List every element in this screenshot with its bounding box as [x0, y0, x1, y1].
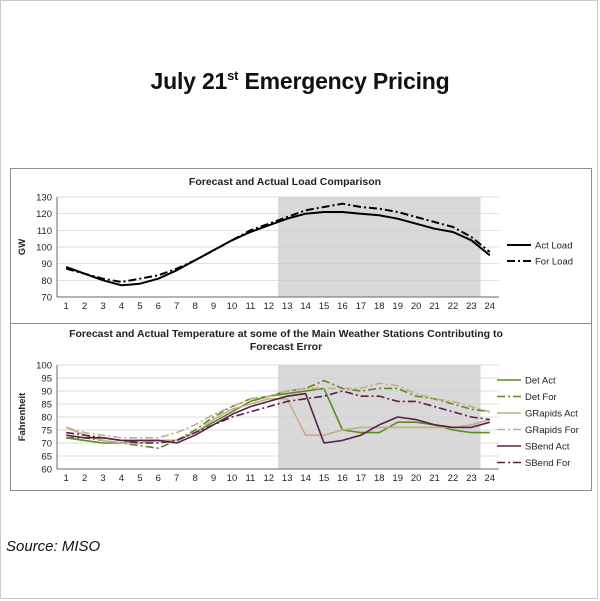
- x-tick-label: 7: [174, 473, 179, 484]
- legend-label: SBend Act: [525, 442, 570, 453]
- x-tick-label: 10: [227, 473, 238, 484]
- legend-label: GRapids For: [525, 425, 579, 436]
- x-tick-label: 13: [282, 301, 293, 312]
- series-line-act-load: [65, 211, 491, 287]
- x-tick-label: 20: [411, 473, 422, 484]
- slide-title: July 21st Emergency Pricing: [0, 68, 600, 95]
- series-line-grapids-for: [65, 382, 491, 439]
- x-tick-label: 11: [245, 301, 255, 312]
- x-tick-label: 22: [448, 301, 459, 312]
- series-line-sbend-act: [66, 392, 491, 444]
- x-tick-label: 14: [300, 301, 311, 312]
- x-tick-label: 16: [337, 301, 348, 312]
- x-tick-label: 3: [100, 473, 105, 484]
- y-tick-label: 90: [41, 387, 52, 398]
- x-tick-label: 23: [466, 473, 477, 484]
- x-tick-label: 16: [337, 473, 348, 484]
- x-tick-label: 6: [156, 473, 161, 484]
- chart-title-line: Forecast and Actual Temperature at some …: [69, 328, 503, 340]
- legend-label: GRapids Act: [525, 409, 578, 420]
- x-tick-label: 19: [392, 473, 403, 484]
- legend-label: SBend For: [525, 458, 570, 469]
- x-tick-label: 6: [156, 301, 161, 312]
- source-note: Source: MISO: [6, 538, 101, 555]
- chart-title: Forecast and Actual Load Comparison: [189, 176, 381, 188]
- x-tick-label: 11: [245, 473, 255, 484]
- series-line-for-load: [65, 202, 491, 283]
- x-tick-label: 15: [319, 301, 330, 312]
- x-tick-label: 21: [429, 473, 440, 484]
- x-tick-label: 5: [137, 301, 142, 312]
- chart-title-line: Forecast Error: [250, 341, 322, 353]
- x-tick-label: 4: [119, 473, 124, 484]
- y-tick-label: 120: [36, 209, 52, 220]
- series-line-sbend-for: [66, 390, 490, 444]
- title-main: July 21: [150, 68, 228, 94]
- load-chart: Forecast and Actual Load Comparison 70 80 9…: [17, 176, 573, 312]
- x-tick-label: 23: [466, 301, 477, 312]
- x-tick-label: 15: [319, 473, 330, 484]
- y-tick-label: 100: [36, 243, 52, 254]
- y-tick-label: 90: [41, 259, 52, 270]
- x-tick-label: 14: [300, 473, 311, 484]
- y-axis-label: GW: [17, 239, 28, 255]
- y-tick-label: 110: [37, 226, 52, 237]
- x-tick-label: 20: [411, 301, 422, 312]
- y-tick-label: 100: [36, 361, 52, 372]
- y-tick-label: 95: [41, 374, 52, 385]
- x-tick-label: 3: [100, 301, 105, 312]
- x-tick-label: 12: [264, 301, 275, 312]
- x-tick-label: 4: [119, 301, 124, 312]
- x-tick-label: 24: [485, 473, 496, 484]
- y-tick-label: 70: [41, 293, 52, 304]
- x-tick-label: 18: [374, 473, 385, 484]
- x-tick-label: 19: [392, 301, 403, 312]
- y-tick-label: 65: [41, 452, 52, 463]
- y-tick-label: 80: [41, 276, 52, 287]
- title-superscript: st: [227, 68, 239, 83]
- x-tick-label: 21: [429, 301, 440, 312]
- x-tick-label: 7: [174, 301, 179, 312]
- x-tick-label: 2: [82, 473, 87, 484]
- temperature-chart: Forecast and Actual Temperature at some …: [17, 328, 579, 484]
- x-tick-label: 22: [448, 473, 459, 484]
- x-tick-label: 17: [356, 301, 367, 312]
- y-tick-label: 70: [41, 439, 52, 450]
- x-tick-label: 17: [356, 473, 367, 484]
- x-tick-label: 2: [82, 301, 87, 312]
- x-tick-label: 18: [374, 301, 385, 312]
- x-tick-label: 1: [64, 473, 69, 484]
- y-tick-label: 85: [41, 400, 52, 411]
- x-tick-label: 10: [227, 301, 238, 312]
- y-tick-label: 60: [41, 465, 52, 476]
- x-tick-label: 9: [211, 473, 216, 484]
- temperature-chart-panel: Forecast and Actual Temperature at some …: [10, 323, 592, 491]
- x-tick-label: 9: [211, 301, 216, 312]
- x-tick-label: 8: [192, 473, 197, 484]
- legend-label: Det For: [525, 392, 557, 403]
- x-tick-label: 13: [282, 473, 293, 484]
- y-tick-label: 80: [41, 413, 52, 424]
- y-axis-label: Fahrenheit: [17, 392, 28, 441]
- y-tick-label: 75: [41, 426, 52, 437]
- x-tick-label: 1: [64, 301, 69, 312]
- x-tick-label: 24: [485, 301, 496, 312]
- series-line-det-for: [66, 379, 490, 449]
- title-rest: Emergency Pricing: [238, 68, 450, 94]
- legend-label: Det Act: [525, 376, 556, 387]
- x-tick-label: 5: [137, 473, 142, 484]
- legend-label: For Load: [535, 257, 573, 268]
- load-chart-panel: Forecast and Actual Load Comparison 70 80 9…: [10, 168, 592, 324]
- x-tick-label: 8: [192, 301, 197, 312]
- x-tick-label: 12: [264, 473, 275, 484]
- legend-label: Act Load: [535, 241, 573, 252]
- y-tick-label: 130: [36, 193, 52, 204]
